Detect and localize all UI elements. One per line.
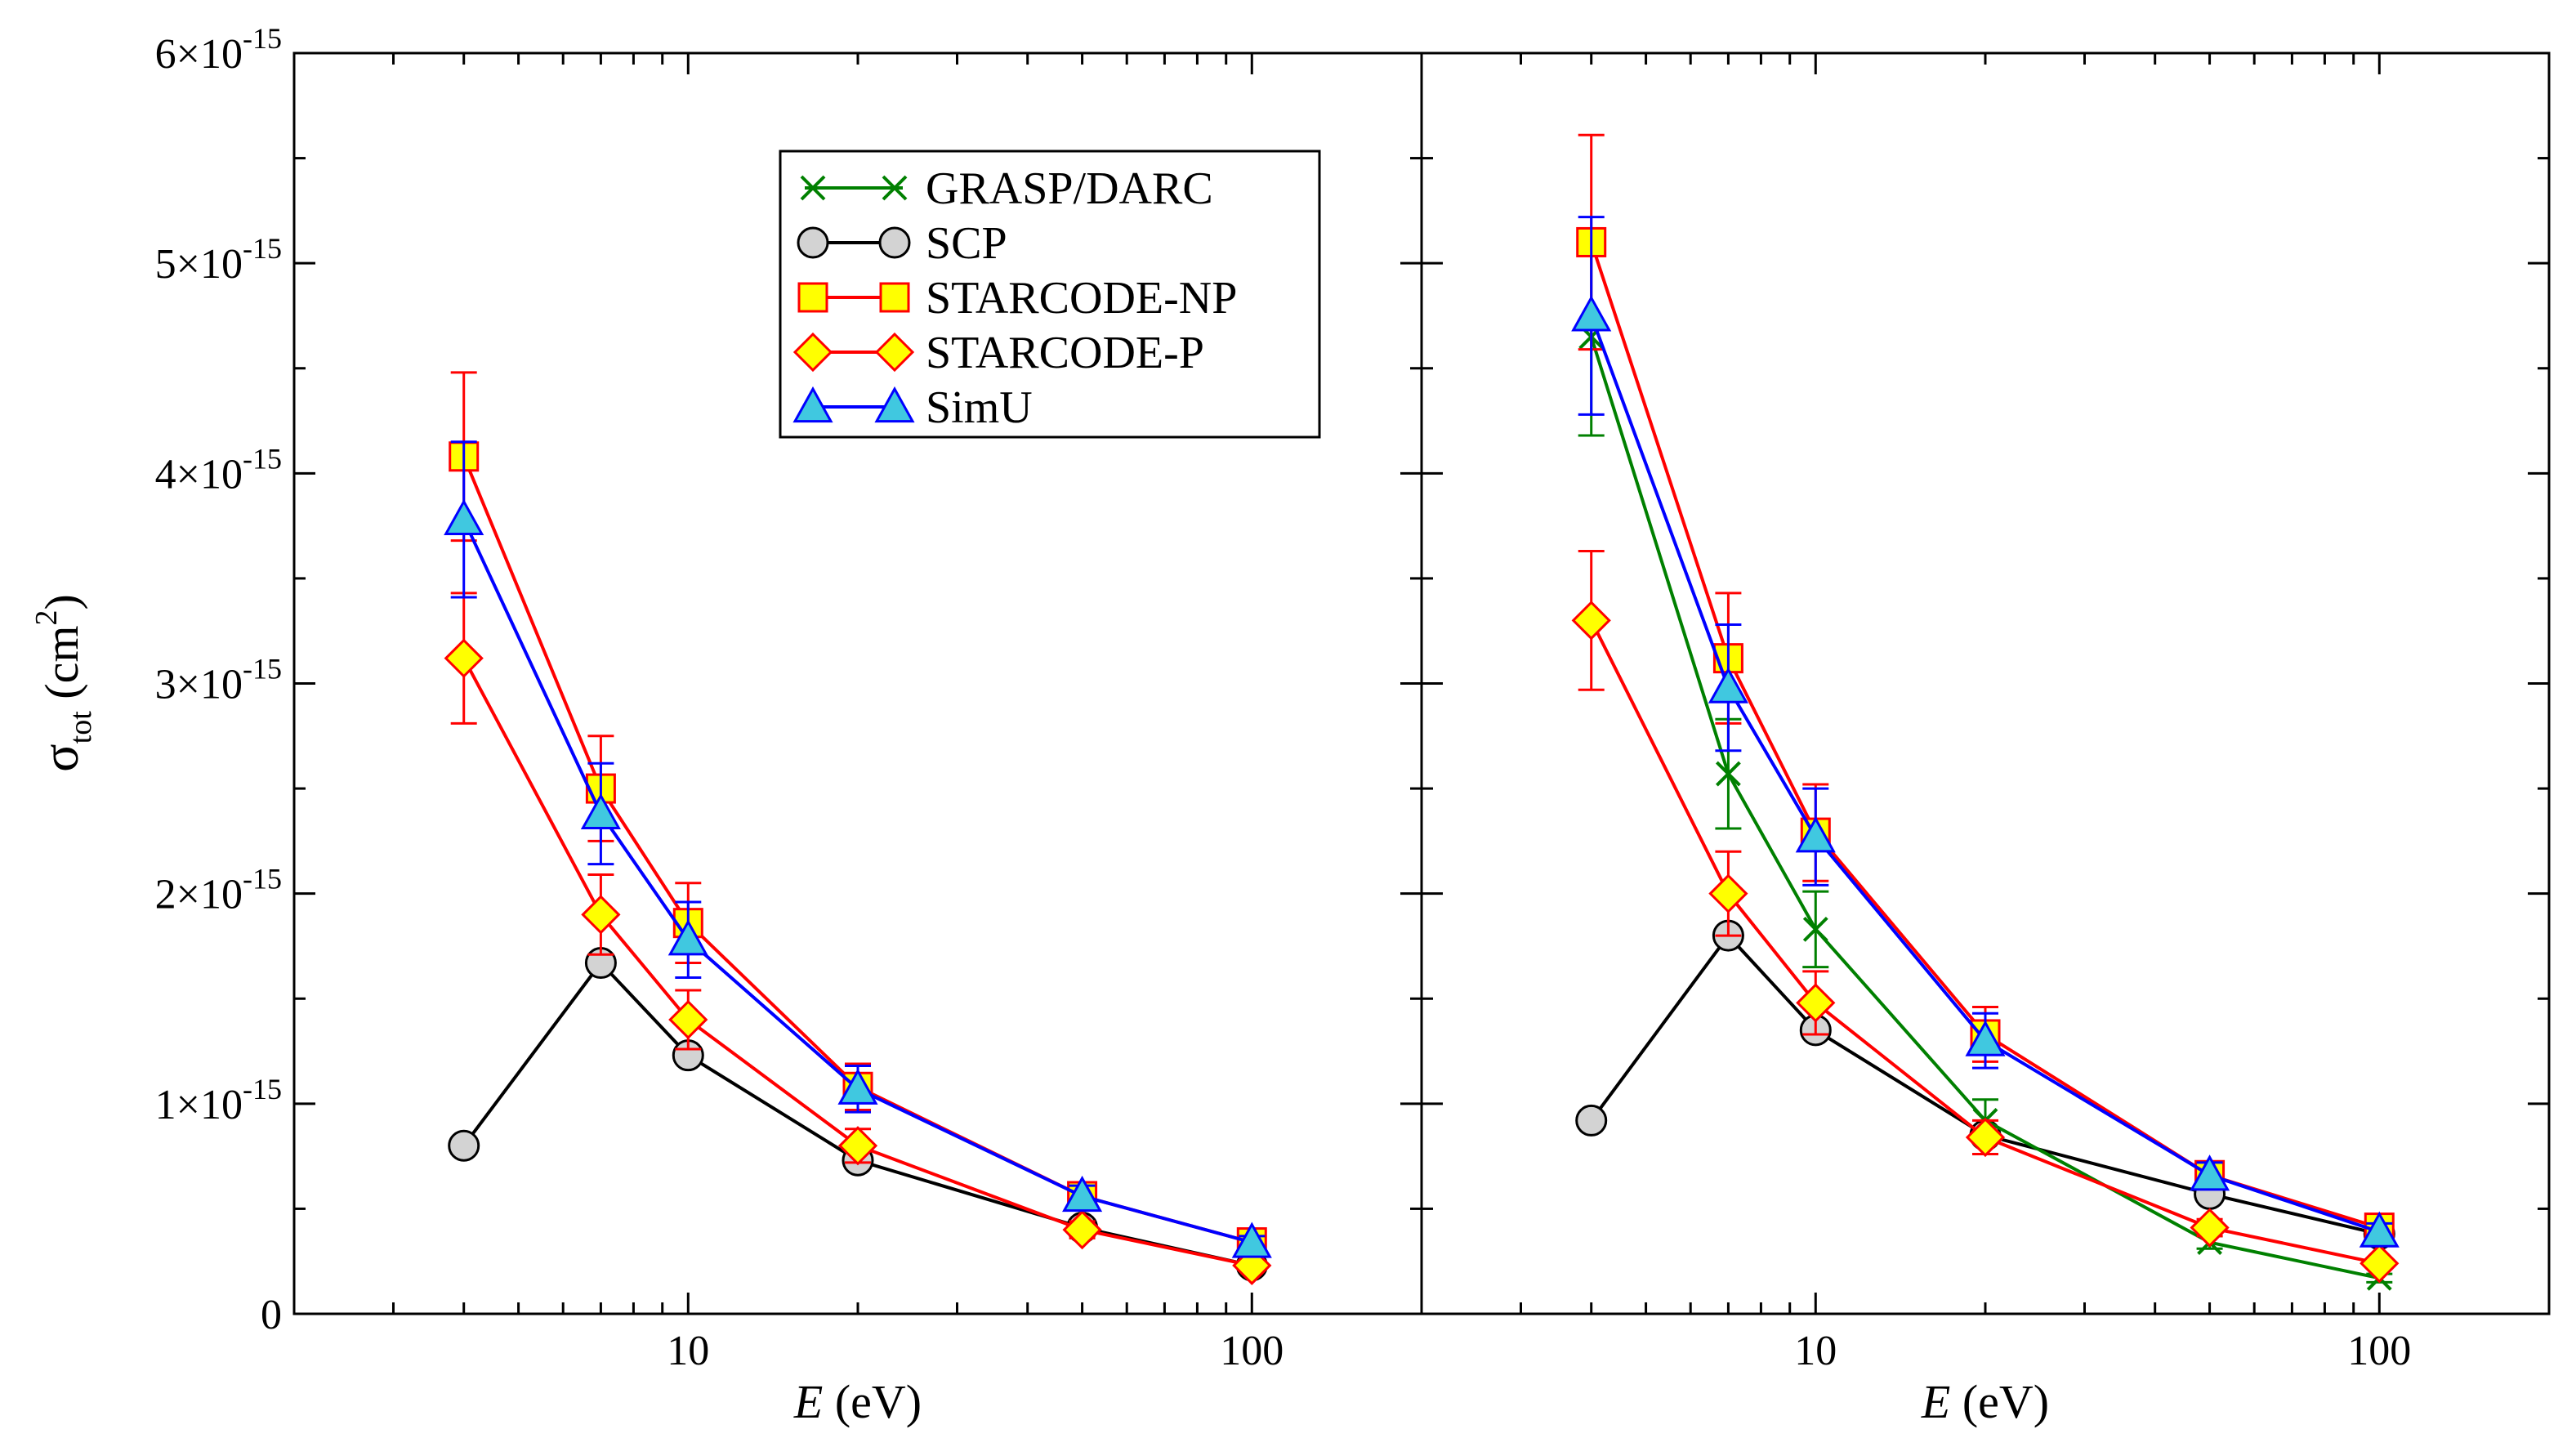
series-line [462, 519, 1252, 1244]
data-point [668, 999, 708, 1040]
data-point [1062, 1175, 1103, 1213]
series-simu-panel-2 [1571, 216, 2400, 1248]
y-tick-label: 3×10-15 [155, 653, 282, 708]
legend-label: STARCODE-P [926, 328, 1204, 378]
data-point [444, 498, 484, 536]
legend-box [779, 150, 1321, 439]
y-tick-label: 6×10-15 [155, 22, 282, 78]
x-axis-title: E (eV) [1921, 1375, 2049, 1428]
legend-label: GRASP/DARC [926, 163, 1213, 214]
legend-marker [792, 386, 833, 423]
series-line [462, 455, 1252, 1244]
y-tick-label: 0 [261, 1292, 282, 1338]
series-starcode-p-panel-2 [1571, 549, 2400, 1284]
data-point [1575, 1104, 1608, 1137]
series-line [1589, 315, 2380, 1234]
series-line [1589, 619, 2380, 1266]
legend-marker [792, 332, 833, 373]
data-point [581, 895, 621, 935]
series-starcode-np-panel-1 [449, 371, 1267, 1258]
x-axis-title: E (eV) [793, 1375, 922, 1428]
data-point [1571, 601, 1611, 641]
legend-marker [797, 226, 829, 259]
data-point [2190, 1208, 2230, 1248]
data-point [667, 919, 708, 956]
legend-marker [879, 282, 910, 313]
series-starcode-p-panel-1 [444, 592, 1272, 1285]
data-point [1796, 983, 1836, 1023]
data-point [1802, 916, 1828, 942]
legend-marker [874, 386, 915, 423]
data-point [1965, 1117, 2006, 1158]
data-point [1062, 1210, 1102, 1250]
x-mark-stroke [800, 175, 826, 201]
series-starcode-np-panel-2 [1576, 133, 2395, 1244]
series-line [1590, 932, 2380, 1236]
data-point [1965, 1020, 2006, 1056]
data-point [2190, 1154, 2230, 1191]
x-tick-label: 100 [1220, 1328, 1284, 1374]
legend-marker [874, 332, 915, 373]
series-layer [444, 133, 2400, 1291]
data-point [1708, 667, 1748, 703]
data-point [580, 793, 621, 830]
legend-marker [878, 226, 911, 259]
legend-entry: STARCODE-P [792, 328, 1204, 378]
data-point [2359, 1211, 2400, 1248]
x-tick-label: 10 [667, 1328, 709, 1374]
legend-label: STARCODE-NP [926, 273, 1237, 324]
legend-entry: SCP [797, 218, 1007, 269]
data-point [1715, 761, 1741, 787]
legend-marker [800, 175, 826, 201]
data-point [1571, 295, 1612, 332]
series-scp-panel-1 [448, 947, 1268, 1282]
legend-entry: SimU [792, 382, 1033, 433]
series-scp-panel-2 [1575, 919, 2395, 1250]
legend-label: SimU [926, 382, 1033, 433]
legend-entry: GRASP/DARC [800, 163, 1213, 214]
data-point [837, 1126, 878, 1166]
data-point [1231, 1221, 1272, 1258]
x-mark-stroke [1715, 761, 1741, 787]
series-line [462, 960, 1252, 1267]
x-mark-stroke [882, 175, 908, 201]
y-tick-label: 5×10-15 [155, 232, 282, 288]
x-tick-label: 10 [1794, 1328, 1837, 1374]
data-point [1708, 873, 1748, 913]
y-tick-label: 2×10-15 [155, 863, 282, 918]
x-tick-label: 100 [2347, 1328, 2411, 1374]
series-simu-panel-1 [444, 440, 1272, 1258]
legend-marker [882, 175, 908, 201]
legend-label: SCP [926, 218, 1007, 269]
series-line [1589, 241, 2380, 1230]
y-tick-label: 4×10-15 [155, 442, 282, 498]
series-line [1589, 336, 2380, 1280]
y-axis-title: σtot (cm2) [29, 594, 98, 772]
legend-marker [797, 282, 828, 313]
data-point [448, 1129, 480, 1162]
legend-entry: STARCODE-NP [797, 273, 1237, 324]
y-tick-label: 1×10-15 [155, 1073, 282, 1128]
data-point [444, 638, 484, 678]
data-point [2359, 1244, 2400, 1284]
data-point [837, 1068, 878, 1105]
series-line [462, 657, 1252, 1267]
x-mark-stroke [1802, 916, 1828, 942]
axes-layer: 10 100 E (eV) 10 100 E (eV) 0 1×10-15 2×10-15 3×1… [29, 22, 2551, 1428]
data-point [1795, 816, 1836, 853]
